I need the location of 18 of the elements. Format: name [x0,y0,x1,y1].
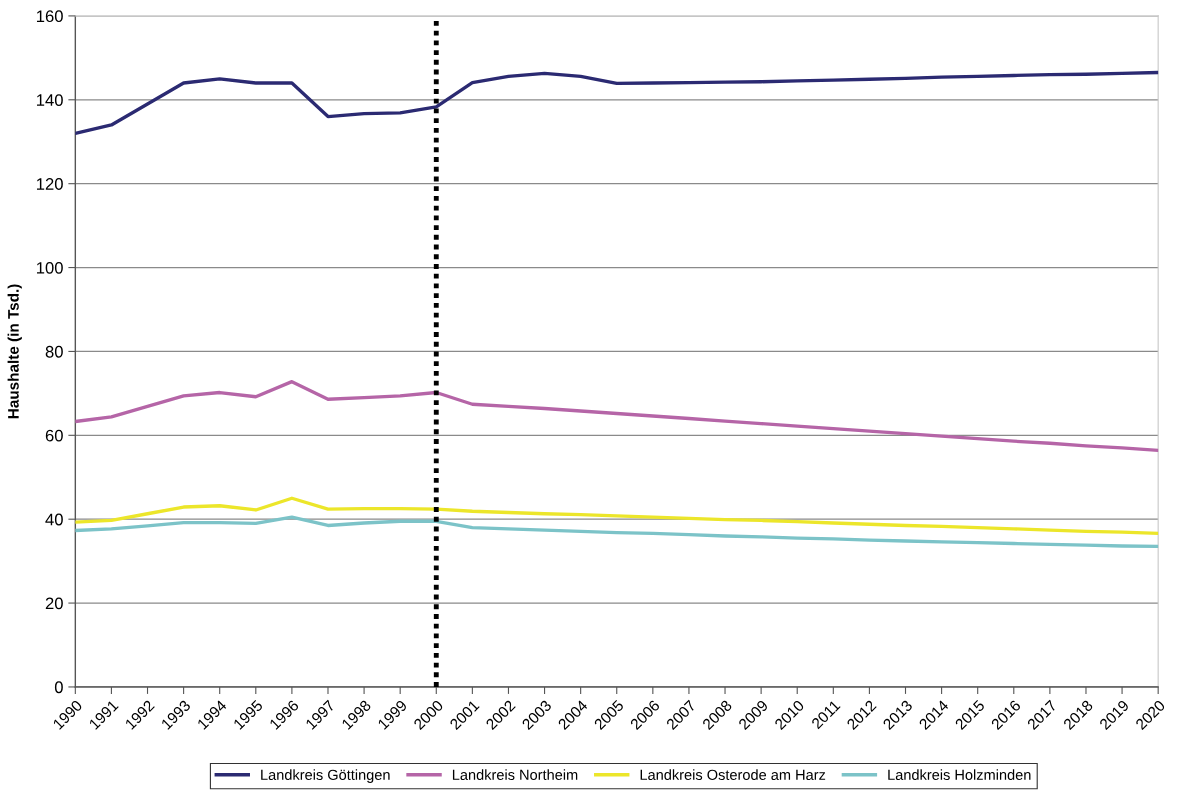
y-tick-label: 40 [45,513,63,526]
y-tick-label: 100 [36,261,63,274]
legend-label: Landkreis Holzminden [888,769,1031,780]
legend-label: Landkreis Osterode am Harz [640,769,826,780]
legend-label: Landkreis Northeim [452,769,578,780]
y-tick-label: 60 [45,429,63,442]
line-series [75,379,1159,453]
line-series [75,70,1159,136]
y-tick-label: 140 [36,94,63,106]
y-tick-label: 0 [54,681,63,694]
y-tick-label: 120 [36,178,63,190]
y-tick-label: 80 [45,345,63,358]
y-tick-label: 20 [45,597,63,610]
y-tick-label: 160 [36,10,63,23]
line-series [75,496,1159,536]
legend-label: Landkreis Göttingen [261,769,390,783]
line-series [75,515,1159,549]
y-axis-title: Haushalte (in Tsd.) [7,284,22,419]
